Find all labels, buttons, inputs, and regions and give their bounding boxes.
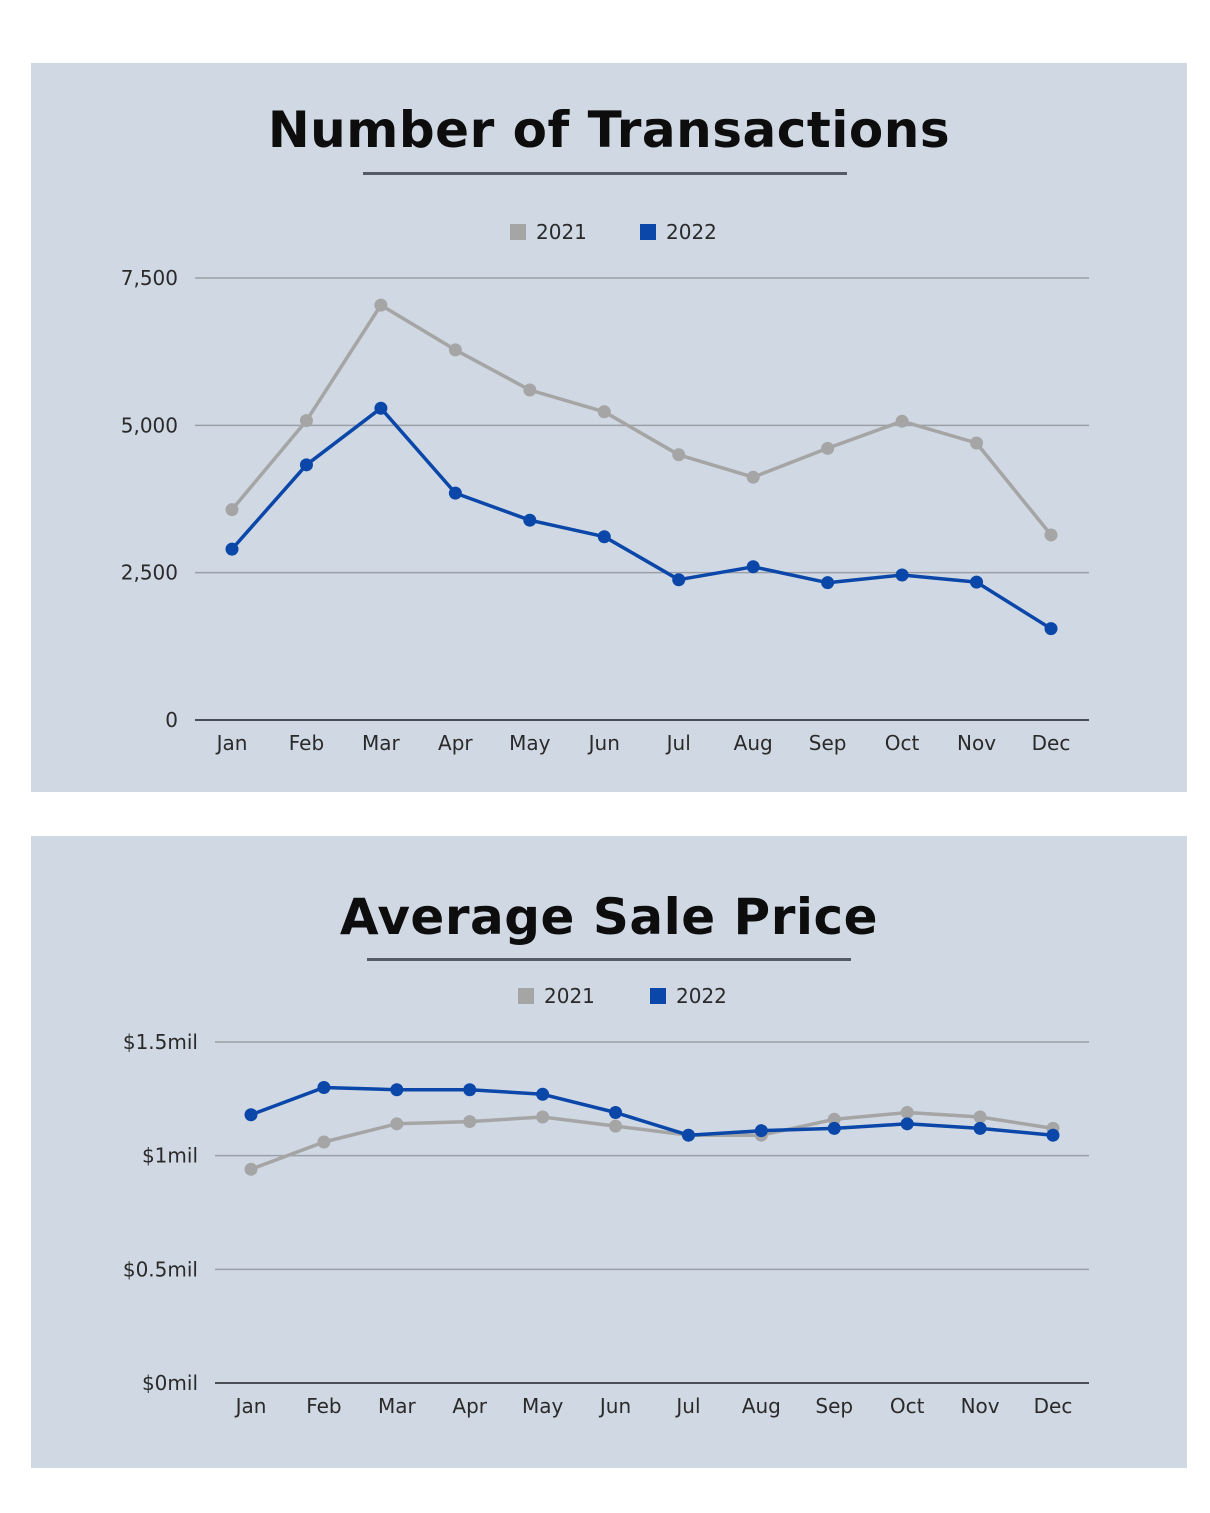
title-underline (367, 958, 851, 961)
sale-price-chart-panel: Average Sale Price 2021 2022 $0mil $0.5mil $… (31, 836, 1187, 1468)
x-tick-label: Apr (438, 731, 473, 755)
x-tick-label: Dec (1032, 731, 1071, 755)
data-point-2022-Jan (225, 542, 239, 556)
data-point-2021-Feb (299, 414, 313, 428)
series-line-2022 (230, 406, 1052, 631)
x-tick-label: Jun (598, 1394, 631, 1418)
data-point-2022-Jan (244, 1108, 258, 1122)
title-underline (363, 172, 847, 175)
data-point-2022-Nov (970, 575, 984, 589)
data-point-2021-Sep (827, 1112, 841, 1126)
data-point-2021-Nov (970, 436, 984, 450)
data-point-2022-Apr (448, 486, 462, 500)
data-point-2022-May (536, 1087, 550, 1101)
data-point-2022-Aug (746, 560, 760, 574)
data-point-2021-Aug (746, 470, 760, 484)
x-tick-label: Jul (674, 1394, 700, 1418)
data-point-2022-Sep (827, 1121, 841, 1135)
chart-title: Number of Transactions (267, 101, 951, 159)
data-point-2022-Dec (1044, 622, 1058, 636)
data-point-2021-Jul (672, 448, 686, 462)
legend-label-2022: 2022 (676, 984, 727, 1008)
legend-swatch-2021 (518, 988, 534, 1004)
data-point-2022-May (523, 513, 537, 527)
x-tick-label: Sep (815, 1394, 853, 1418)
data-point-2022-Oct (900, 1117, 914, 1131)
y-tick-label: 5,000 (121, 413, 178, 437)
x-tick-label: Sep (809, 731, 847, 755)
y-tick-label: $0.5mil (123, 1257, 198, 1281)
data-point-2021-Apr (448, 343, 462, 357)
data-point-2021-Apr (463, 1115, 477, 1129)
x-tick-label: Nov (957, 731, 996, 755)
data-point-2022-Jul (672, 573, 686, 587)
x-tick-label: Feb (306, 1394, 341, 1418)
series-line-2021 (250, 1110, 1054, 1171)
data-point-2021-Nov (973, 1110, 987, 1124)
data-point-2022-Dec (1046, 1128, 1060, 1142)
data-point-2022-Feb (317, 1080, 331, 1094)
data-point-2022-Mar (390, 1083, 404, 1097)
data-point-2021-May (523, 383, 537, 397)
data-point-2021-Mar (374, 298, 388, 312)
x-tick-label: Oct (890, 1394, 925, 1418)
x-tick-label: Aug (734, 731, 773, 755)
legend-swatch-2022 (640, 224, 656, 240)
data-point-2021-Jun (597, 405, 611, 419)
x-tick-label: Apr (452, 1394, 487, 1418)
data-point-2022-Sep (821, 576, 835, 590)
data-point-2022-Apr (463, 1083, 477, 1097)
y-tick-label: $1mil (142, 1144, 198, 1168)
data-point-2021-Oct (900, 1105, 914, 1119)
x-tick-label: Jun (587, 731, 620, 755)
data-point-2022-Feb (299, 458, 313, 472)
transactions-line-chart: 2021 2022 0 2,500 5,000 7,500 Jan Feb Mar Apr May J… (121, 220, 1089, 755)
legend-label-2022: 2022 (666, 220, 717, 244)
x-tick-label: Jan (234, 1394, 267, 1418)
data-point-2021-Jan (244, 1162, 258, 1176)
series-line-2021 (230, 303, 1053, 537)
x-tick-label: Nov (961, 1394, 1000, 1418)
sale-price-line-chart: 2021 2022 $0mil $0.5mil $1mil $1.5mil Jan Feb Ma… (123, 984, 1089, 1418)
x-tick-label: Aug (742, 1394, 781, 1418)
data-point-2021-Oct (895, 414, 909, 428)
y-tick-label: 2,500 (121, 561, 178, 585)
data-point-2022-Jun (609, 1105, 623, 1119)
legend-swatch-2021 (510, 224, 526, 240)
legend-label-2021: 2021 (536, 220, 587, 244)
chart-title: Average Sale Price (339, 888, 879, 946)
y-tick-label: 7,500 (121, 266, 178, 290)
x-tick-label: Mar (362, 731, 401, 755)
data-point-2022-Nov (973, 1121, 987, 1135)
data-point-2022-Mar (374, 401, 388, 415)
data-point-2021-May (536, 1110, 550, 1124)
data-point-2021-Jan (225, 503, 239, 517)
x-tick-label: Dec (1034, 1394, 1073, 1418)
data-point-2022-Jul (681, 1128, 695, 1142)
y-tick-label: $1.5mil (123, 1030, 198, 1054)
x-tick-label: Oct (885, 731, 920, 755)
legend-label-2021: 2021 (544, 984, 595, 1008)
y-tick-label: 0 (165, 708, 178, 732)
transactions-chart-panel: Number of Transactions 2021 2022 0 2,500 5,0… (31, 63, 1187, 792)
x-tick-label: May (509, 731, 551, 755)
data-point-2021-Dec (1044, 528, 1058, 542)
y-tick-label: $0mil (142, 1371, 198, 1395)
legend-swatch-2022 (650, 988, 666, 1004)
x-tick-label: Mar (378, 1394, 417, 1418)
data-point-2021-Sep (821, 441, 835, 455)
data-point-2021-Mar (390, 1117, 404, 1131)
x-tick-label: Jul (665, 731, 691, 755)
series-line-2022 (250, 1085, 1054, 1137)
data-point-2022-Oct (895, 568, 909, 582)
x-tick-label: Feb (289, 731, 324, 755)
data-point-2021-Feb (317, 1135, 331, 1149)
data-point-2022-Aug (754, 1124, 768, 1138)
x-tick-label: May (522, 1394, 564, 1418)
x-tick-label: Jan (215, 731, 248, 755)
data-point-2022-Jun (597, 530, 611, 544)
data-point-2021-Jun (609, 1119, 623, 1133)
